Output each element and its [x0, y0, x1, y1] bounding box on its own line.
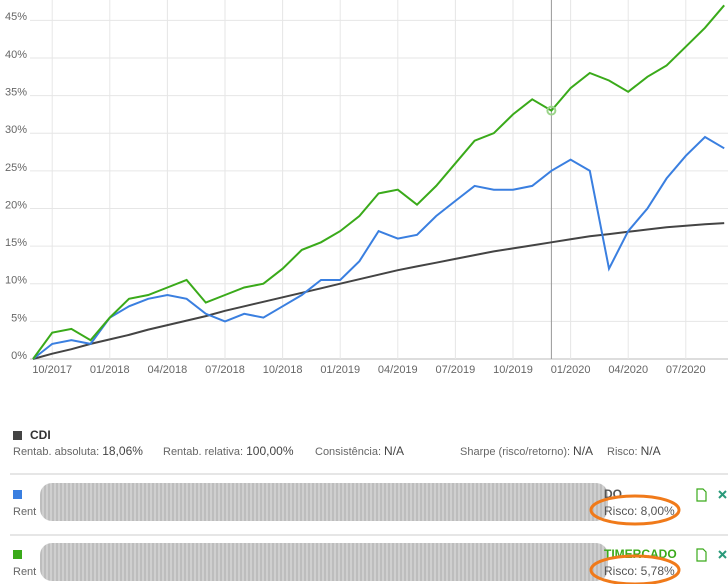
y-tick-label: 25% — [5, 162, 27, 174]
x-tick-label: 07/2020 — [666, 364, 706, 376]
fragment: Rent — [13, 566, 36, 578]
stat: Rentab. absoluta: 18,06% — [13, 444, 143, 458]
stat-label: Rentab. relativa: — [163, 446, 243, 458]
y-tick-label: 35% — [5, 86, 27, 98]
stat: Rentab. relativa: 100,00% — [163, 444, 294, 458]
stat-value: N/A — [641, 444, 661, 458]
fragment: Rent — [13, 506, 36, 518]
doc-icon[interactable] — [696, 488, 707, 502]
stat-value: N/A — [384, 444, 404, 458]
y-tick-label: 20% — [5, 199, 27, 211]
close-icon[interactable] — [718, 550, 727, 559]
legend-swatch — [13, 550, 22, 559]
risk: Risco: 8,00% — [604, 504, 675, 518]
stat-value: N/A — [573, 444, 593, 458]
x-tick-label: 01/2019 — [320, 364, 360, 376]
redaction — [40, 543, 608, 581]
annotation-circle — [589, 494, 681, 526]
y-tick-label: 45% — [5, 11, 27, 23]
x-tick-label: 04/2019 — [378, 364, 418, 376]
stat-label: Risco: — [607, 446, 638, 458]
x-tick-label: 10/2019 — [493, 364, 533, 376]
x-tick-label: 04/2020 — [608, 364, 648, 376]
series-line — [32, 135, 725, 360]
y-tick-label: 40% — [5, 49, 27, 61]
series-line — [32, 222, 725, 360]
doc-icon[interactable] — [696, 548, 707, 562]
stat-label: Rentab. absoluta: — [13, 446, 99, 458]
redaction — [40, 483, 608, 521]
y-tick-label: 5% — [11, 312, 27, 324]
hover-marker — [546, 105, 557, 116]
y-tick-label: 0% — [11, 350, 27, 362]
stat-value: 100,00% — [246, 444, 294, 458]
x-tick-label: 10/2017 — [32, 364, 72, 376]
stat-label: Consistência: — [315, 446, 381, 458]
legend-swatch — [13, 490, 22, 499]
risk: Risco: 5,78% — [604, 564, 675, 578]
x-tick-label: 01/2018 — [90, 364, 130, 376]
x-tick-label: 01/2020 — [551, 364, 591, 376]
stat-label: Sharpe (risco/retorno): — [460, 446, 570, 458]
stat: Sharpe (risco/retorno): N/A — [460, 444, 593, 458]
close-icon[interactable] — [718, 490, 727, 499]
stat: Risco: N/A — [607, 444, 661, 458]
y-tick-label: 10% — [5, 275, 27, 287]
x-tick-label: 07/2019 — [436, 364, 476, 376]
stat-value: 18,06% — [102, 444, 143, 458]
legend-name: CDI — [30, 428, 51, 442]
x-tick-label: 04/2018 — [148, 364, 188, 376]
legend-swatch — [13, 431, 22, 440]
annotation-circle — [589, 554, 681, 584]
x-tick-label: 10/2018 — [263, 364, 303, 376]
y-tick-label: 15% — [5, 237, 27, 249]
x-tick-label: 07/2018 — [205, 364, 245, 376]
y-tick-label: 30% — [5, 124, 27, 136]
series-line — [32, 4, 725, 360]
stat: Consistência: N/A — [315, 444, 404, 458]
